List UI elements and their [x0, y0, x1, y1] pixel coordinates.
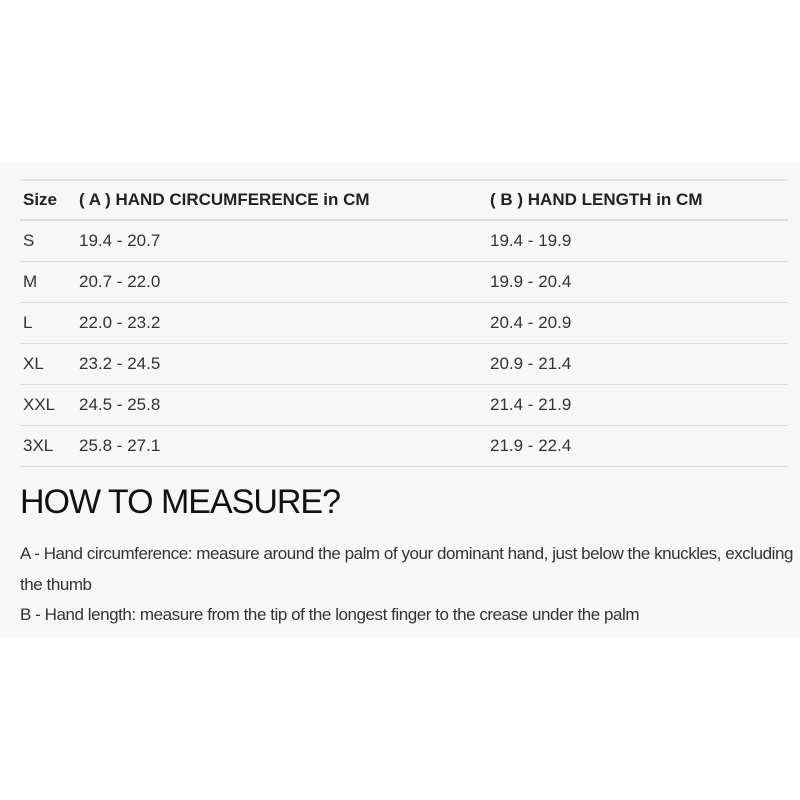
cell-size: XL [20, 343, 79, 385]
table-header-row: Size ( A ) HAND CIRCUMFERENCE in CM ( B … [20, 180, 788, 221]
cell-size: L [20, 302, 79, 344]
cell-circumference: 19.4 - 20.7 [79, 220, 490, 262]
header-length: ( B ) HAND LENGTH in CM [490, 180, 788, 221]
how-to-measure-text: A - Hand circumference: measure around t… [20, 539, 800, 631]
table-row: XL 23.2 - 24.5 20.9 - 21.4 [20, 343, 788, 385]
cell-size: M [20, 261, 79, 303]
cell-length: 21.4 - 21.9 [490, 384, 788, 426]
cell-length: 20.4 - 20.9 [490, 302, 788, 344]
header-size: Size [20, 180, 79, 221]
table-row: L 22.0 - 23.2 20.4 - 20.9 [20, 302, 788, 344]
table-row: 3XL 25.8 - 27.1 21.9 - 22.4 [20, 425, 788, 467]
table-row: XXL 24.5 - 25.8 21.4 - 21.9 [20, 384, 788, 426]
cell-length: 19.9 - 20.4 [490, 261, 788, 303]
cell-circumference: 20.7 - 22.0 [79, 261, 490, 303]
size-chart-panel: Size ( A ) HAND CIRCUMFERENCE in CM ( B … [0, 163, 800, 637]
cell-size: S [20, 220, 79, 262]
cell-circumference: 25.8 - 27.1 [79, 425, 490, 467]
table-row: M 20.7 - 22.0 19.9 - 20.4 [20, 261, 788, 303]
cell-size: XXL [20, 384, 79, 426]
cell-circumference: 22.0 - 23.2 [79, 302, 490, 344]
header-circumference: ( A ) HAND CIRCUMFERENCE in CM [79, 180, 490, 221]
size-table: Size ( A ) HAND CIRCUMFERENCE in CM ( B … [20, 179, 788, 467]
cell-length: 19.4 - 19.9 [490, 220, 788, 262]
cell-length: 20.9 - 21.4 [490, 343, 788, 385]
cell-size: 3XL [20, 425, 79, 467]
cell-circumference: 23.2 - 24.5 [79, 343, 490, 385]
how-to-measure-title: HOW TO MEASURE? [20, 483, 341, 521]
cell-circumference: 24.5 - 25.8 [79, 384, 490, 426]
cell-length: 21.9 - 22.4 [490, 425, 788, 467]
measure-a-text: A - Hand circumference: measure around t… [20, 544, 793, 594]
table-row: S 19.4 - 20.7 19.4 - 19.9 [20, 220, 788, 262]
measure-b-text: B - Hand length: measure from the tip of… [20, 605, 640, 624]
